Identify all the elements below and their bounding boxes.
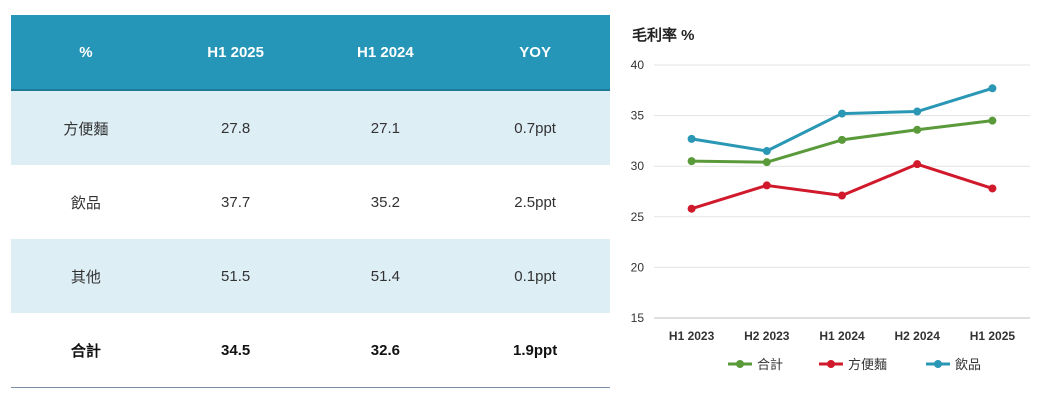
- series-line-1: [691, 162, 993, 211]
- cell-h1-2024: 32.6: [310, 313, 461, 388]
- row-label: 方便麵: [11, 90, 161, 165]
- data-point: [913, 160, 922, 169]
- data-point: [687, 157, 696, 166]
- legend-marker: [827, 360, 835, 368]
- cell-yoy: 0.1ppt: [460, 239, 610, 313]
- data-point: [762, 147, 771, 156]
- y-tick-label: 20: [631, 260, 645, 274]
- data-point: [838, 135, 846, 144]
- cell-h1-2025: 27.8: [160, 90, 311, 165]
- data-point: [687, 204, 696, 213]
- y-tick-label: 40: [631, 58, 645, 72]
- y-tick-label: 25: [631, 210, 645, 224]
- table-row: 其他 51.5 51.4 0.1ppt: [11, 239, 610, 313]
- table-header-row: % H1 2025 H1 2024 YOY: [11, 15, 610, 91]
- data-point: [838, 191, 846, 200]
- data-point: [838, 109, 846, 118]
- data-point: [687, 134, 696, 143]
- cell-h1-2024: 35.2: [310, 165, 461, 239]
- legend-label: 方便麵: [848, 357, 887, 372]
- data-point: [988, 84, 997, 93]
- x-tick-label: H2 2023: [744, 329, 790, 343]
- cell-yoy: 0.7ppt: [460, 90, 610, 165]
- x-tick-label: H2 2024: [895, 329, 941, 343]
- y-tick-label: 30: [631, 159, 645, 173]
- margin-table: % H1 2025 H1 2024 YOY 方便麵 27.8 27.1 0.7p…: [11, 15, 610, 388]
- chart-title: 毛利率 %: [632, 27, 695, 44]
- header-yoy: YOY: [460, 15, 610, 91]
- table-row: 方便麵 27.8 27.1 0.7ppt: [11, 90, 610, 165]
- margin-table-container: % H1 2025 H1 2024 YOY 方便麵 27.8 27.1 0.7p…: [11, 15, 610, 388]
- cell-h1-2024: 27.1: [310, 90, 461, 165]
- data-point: [762, 158, 771, 167]
- header-h1-2025: H1 2025: [160, 15, 311, 91]
- data-point: [988, 184, 997, 193]
- x-tick-label: H1 2023: [669, 329, 715, 343]
- y-tick-label: 15: [631, 311, 645, 325]
- legend-marker: [736, 360, 744, 368]
- header-h1-2024: H1 2024: [310, 15, 461, 91]
- data-point: [913, 125, 922, 134]
- data-point: [913, 107, 922, 116]
- cell-h1-2025: 51.5: [160, 239, 311, 313]
- line-chart-svg: 15 20 25 30 35 40 H1 2023 H2 2023 H1 2024 H2 2024…: [631, 58, 1030, 372]
- table-row: 飲品 37.7 35.2 2.5ppt: [11, 165, 610, 239]
- header-percent: %: [11, 15, 161, 91]
- x-tick-label: H1 2025: [970, 329, 1016, 343]
- cell-yoy: 2.5ppt: [460, 165, 610, 239]
- data-point: [988, 116, 997, 125]
- legend-label: 合計: [757, 357, 783, 372]
- row-label: 其他: [11, 239, 161, 313]
- x-tick-label: H1 2024: [819, 329, 865, 343]
- y-tick-label: 35: [631, 109, 645, 123]
- gross-margin-chart: 毛利率 % 15 20 25 30 35 40 H1 2023 H2 2023 H1 2024 H…: [620, 0, 1053, 400]
- cell-yoy: 1.9ppt: [460, 313, 610, 388]
- table-row-total: 合計 34.5 32.6 1.9ppt: [11, 313, 610, 388]
- cell-h1-2024: 51.4: [310, 239, 461, 313]
- data-point: [762, 181, 771, 190]
- cell-h1-2025: 34.5: [160, 313, 311, 388]
- row-label: 飲品: [11, 165, 161, 239]
- legend-label: 飲品: [955, 357, 981, 372]
- row-label: 合計: [11, 313, 161, 388]
- legend-marker: [934, 360, 942, 368]
- cell-h1-2025: 37.7: [160, 165, 311, 239]
